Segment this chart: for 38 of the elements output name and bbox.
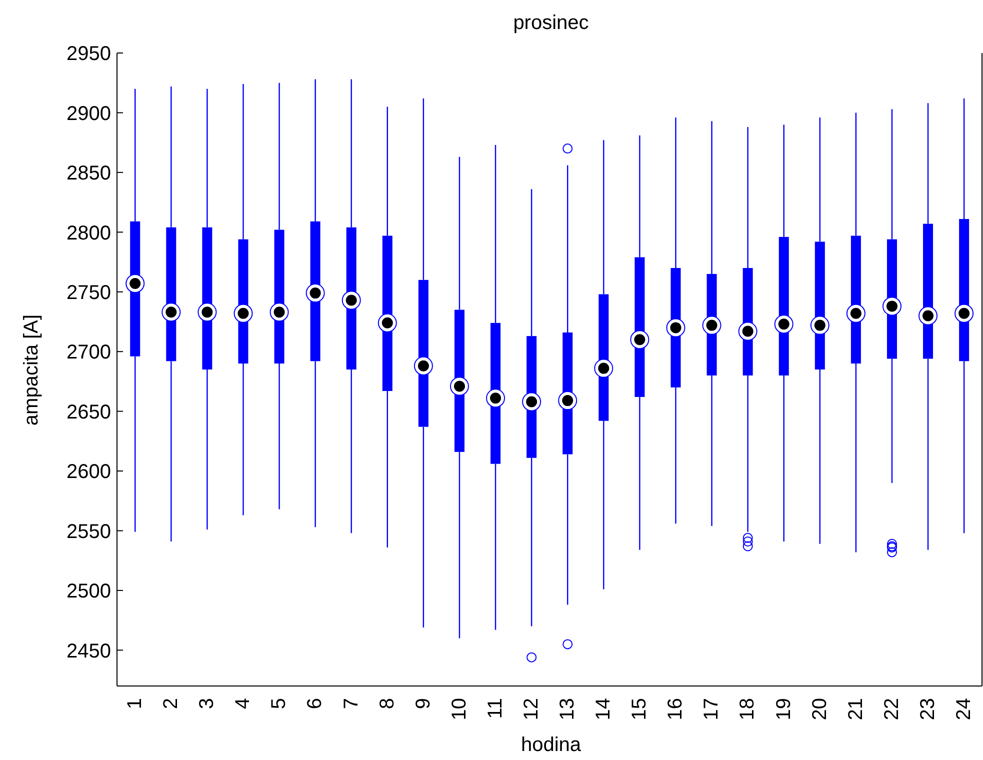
x-tick-label: 11 xyxy=(484,698,506,719)
x-tick-label: 2 xyxy=(160,698,182,710)
x-tick-label: 24 xyxy=(952,698,975,720)
y-tick-label: 2750 xyxy=(66,282,111,304)
y-tick-label: 2600 xyxy=(66,461,111,484)
x-tick-label: 16 xyxy=(664,698,687,720)
x-tick-label: 20 xyxy=(808,698,831,720)
y-tick-label: 2450 xyxy=(66,640,111,662)
x-tick-label: 7 xyxy=(340,698,362,710)
y-tick-label: 2700 xyxy=(66,342,111,364)
x-axis-title: hodina xyxy=(520,734,582,757)
x-tick-label: 12 xyxy=(520,698,542,720)
y-tick-label: 2850 xyxy=(66,162,111,185)
y-tick-label: 2800 xyxy=(66,222,111,244)
y-tick-label: 2950 xyxy=(66,43,111,66)
x-tick-label: 14 xyxy=(592,698,615,720)
x-tick-label: 23 xyxy=(916,698,939,720)
x-tick-label: 4 xyxy=(232,698,254,710)
x-tick-label: 18 xyxy=(736,698,759,720)
chart-title: prosinec xyxy=(512,12,590,35)
x-tick-label: 6 xyxy=(304,698,326,710)
x-tick-label: 15 xyxy=(628,698,651,720)
x-tick-label: 5 xyxy=(268,698,290,710)
y-tick-label: 2900 xyxy=(66,102,111,125)
x-tick-label: 10 xyxy=(448,698,470,720)
x-tick-label: 17 xyxy=(700,698,723,720)
y-axis-title: ampacita [A] xyxy=(20,314,44,426)
x-tick-label: 19 xyxy=(772,698,795,720)
x-tick-label: 22 xyxy=(880,698,903,720)
y-tick-label: 2550 xyxy=(66,520,111,543)
x-tick-label: 3 xyxy=(196,698,218,710)
x-tick-label: 13 xyxy=(556,698,579,720)
y-tick-label: 2500 xyxy=(66,580,111,603)
y-tick-label: 2650 xyxy=(66,401,111,424)
x-tick-label: 8 xyxy=(376,698,398,710)
x-tick-label: 21 xyxy=(844,698,867,720)
x-tick-label: 1 xyxy=(124,698,146,710)
x-tick-label: 9 xyxy=(412,698,434,710)
